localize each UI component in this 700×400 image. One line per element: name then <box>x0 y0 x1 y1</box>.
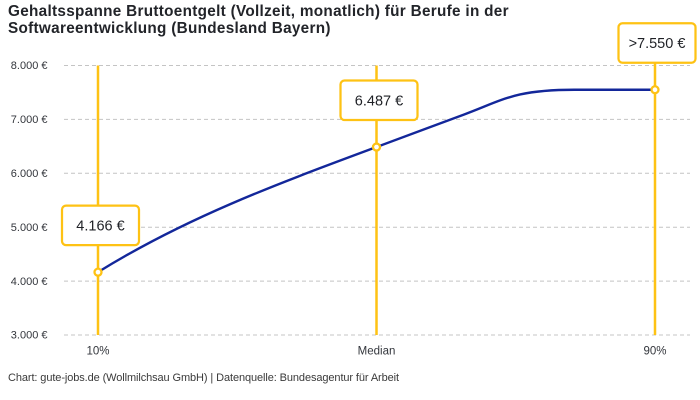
y-tick-label: 6.000 € <box>11 168 48 180</box>
y-tick-label: 8.000 € <box>11 60 48 72</box>
value-label-90%: >7.550 € <box>629 36 686 52</box>
value-label-Median: 6.487 € <box>355 93 403 109</box>
chart-title: Gehaltsspanne Bruttoentgelt (Vollzeit, m… <box>8 3 509 38</box>
salary-curve <box>97 88 655 274</box>
chart-footer-source: Chart: gute-jobs.de (Wollmilchsau GmbH) … <box>8 372 399 384</box>
y-tick-label: 7.000 € <box>11 114 48 126</box>
data-point-marker-90% <box>650 85 660 95</box>
data-point-marker-10% <box>93 267 103 277</box>
value-label-10%: 4.166 € <box>76 218 124 234</box>
y-tick-label: 4.000 € <box>11 276 48 288</box>
value-label-box-Median <box>339 79 419 122</box>
x-tick-label-90%: 90% <box>643 346 666 358</box>
y-tick-label: 5.000 € <box>11 222 48 234</box>
x-tick-label-Median: Median <box>358 346 396 358</box>
x-tick-label-10%: 10% <box>86 346 109 358</box>
y-tick-label: 3.000 € <box>11 330 48 342</box>
value-label-box-90% <box>617 22 697 64</box>
value-label-box-10% <box>60 204 141 247</box>
data-point-marker-Median <box>371 142 382 152</box>
